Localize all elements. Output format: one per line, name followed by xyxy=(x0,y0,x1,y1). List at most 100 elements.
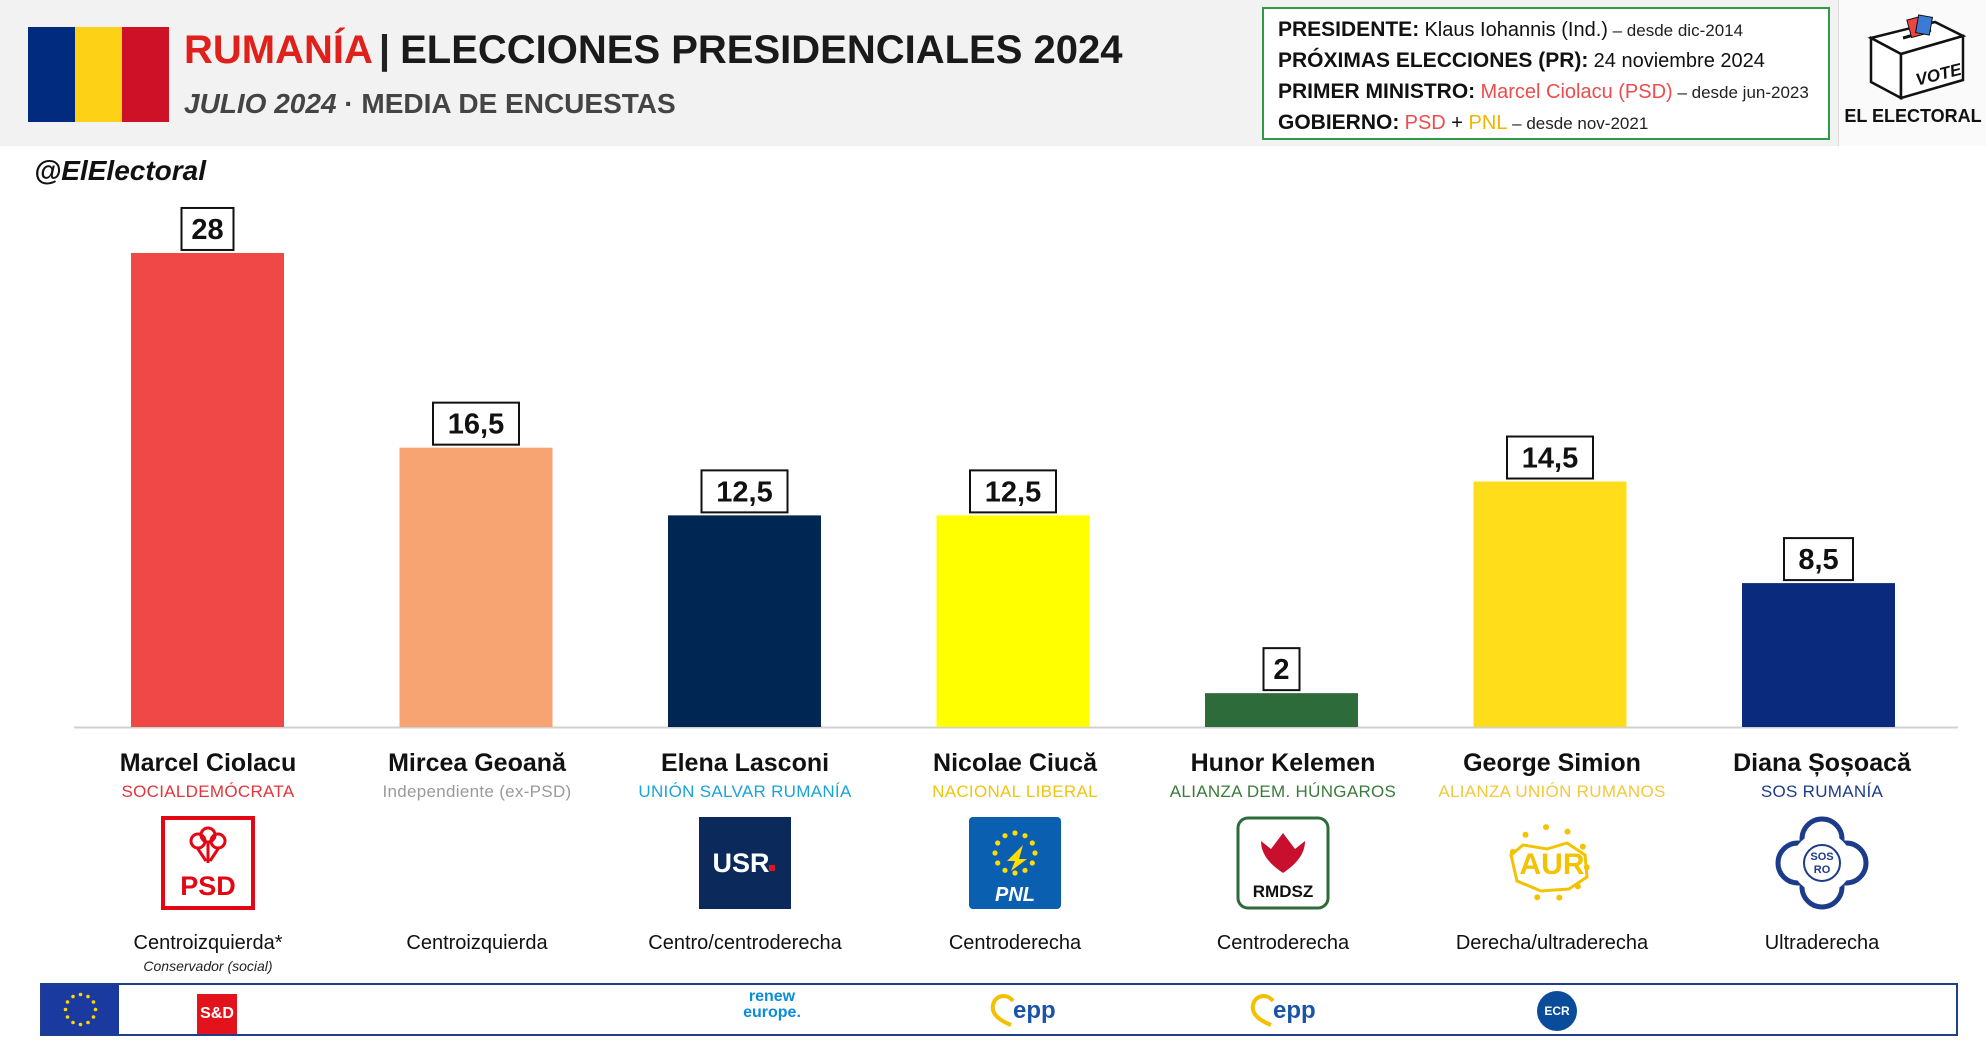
ballot-box-icon: VOTE xyxy=(1867,14,1967,101)
bar-4 xyxy=(1205,693,1358,727)
info-gov-label: GOBIERNO: xyxy=(1278,111,1400,134)
title-rest: ELECCIONES PRESIDENCIALES 2024 xyxy=(400,28,1123,72)
subtitle-date: JULIO 2024 xyxy=(184,88,337,119)
renew-line1: renew xyxy=(748,988,796,1005)
bar-0 xyxy=(131,252,284,727)
twitter-handle: @ElElectoral xyxy=(34,155,207,186)
eu-star xyxy=(65,1015,70,1019)
epp-logo: epp xyxy=(987,991,1077,1029)
candidate-name: Mircea Geoană xyxy=(388,749,566,777)
bar-1 xyxy=(399,447,553,727)
candidate-ideology: Ultraderecha xyxy=(1764,932,1880,954)
epp-text: epp xyxy=(1013,997,1056,1024)
eu-star xyxy=(93,1007,98,1012)
eu-star xyxy=(78,1022,83,1027)
bar-3 xyxy=(936,515,1090,727)
info-president-value: Klaus Iohannis (Ind.) xyxy=(1424,19,1608,41)
page-subtitle: JULIO 2024 · MEDIA DE ENCUESTAS xyxy=(184,88,676,120)
candidate-name: Diana Șoșoacă xyxy=(1733,749,1911,777)
romania-flag-icon xyxy=(28,27,169,122)
flag-stripe-blue xyxy=(28,27,75,122)
eu-stars-icon xyxy=(63,992,98,1027)
candidate-name: Hunor Kelemen xyxy=(1190,749,1376,777)
eu-star xyxy=(63,1007,68,1012)
candidate-party: ALIANZA DEM. HÚNGAROS xyxy=(1169,782,1397,801)
svg-text:AUR: AUR xyxy=(1520,848,1585,881)
value-label-box-0 xyxy=(180,206,235,251)
candidate-ideology: Centroizquierda xyxy=(406,932,548,954)
candidate-ideology: Centroderecha xyxy=(948,932,1082,954)
value-label-box-5 xyxy=(1506,435,1594,480)
flag-stripe-yellow xyxy=(75,27,122,122)
info-pm-since: – desde jun-2023 xyxy=(1672,83,1809,102)
info-president-since: – desde dic-2014 xyxy=(1607,21,1744,40)
svg-text:RO: RO xyxy=(1814,864,1831,876)
value-label-5: 14,5 xyxy=(1522,443,1578,475)
subtitle-separator: · xyxy=(336,88,362,119)
eu-star xyxy=(91,1015,96,1019)
candidate-party: NACIONAL LIBERAL xyxy=(932,782,1098,801)
eu-star xyxy=(86,994,90,999)
psd-rose-icon: PSD xyxy=(160,815,256,911)
svg-text:PSD: PSD xyxy=(180,871,236,901)
flag-stripe-red xyxy=(122,27,169,122)
info-gov-row: GOBIERNO: PSD + PNL – desde nov-2021 xyxy=(1278,108,1816,139)
el-electoral-logo: VOTE EL ELECTORAL xyxy=(1838,0,1986,146)
candidate-note: Conservador (social) xyxy=(143,958,273,974)
value-label-box-4 xyxy=(1262,647,1301,692)
value-label-2: 12,5 xyxy=(716,476,772,508)
eu-star xyxy=(78,992,83,997)
page-title: RUMANÍA | ELECCIONES PRESIDENCIALES 2024 xyxy=(184,28,1123,73)
title-separator: | xyxy=(378,28,391,72)
info-pm-row: PRIMER MINISTRO: Marcel Ciolacu (PSD) – … xyxy=(1278,77,1816,108)
eu-star xyxy=(71,994,75,999)
info-next-value: 24 noviembre 2024 xyxy=(1593,50,1765,72)
bar-5 xyxy=(1473,481,1627,727)
sos-ro-icon: SOS RO xyxy=(1774,815,1870,911)
usr-icon: USR xyxy=(697,815,793,911)
candidate-name: Nicolae Ciucă xyxy=(933,749,1097,777)
candidate-party: SOS RUMANÍA xyxy=(1760,782,1884,801)
svg-text:RMDSZ: RMDSZ xyxy=(1253,882,1313,901)
epp-logo-2: epp xyxy=(1247,991,1337,1029)
value-label-4: 2 xyxy=(1273,654,1289,686)
value-label-6: 8,5 xyxy=(1798,544,1838,576)
subtitle-rest: MEDIA DE ENCUESTAS xyxy=(361,88,676,119)
value-label-box-3 xyxy=(969,469,1057,514)
bar-2 xyxy=(668,515,821,727)
value-label-1: 16,5 xyxy=(448,409,504,441)
sd-logo: S&D xyxy=(197,994,237,1034)
renew-europe-logo: renew europe. xyxy=(712,989,832,1021)
brand-name: EL ELECTORAL xyxy=(1844,106,1982,126)
bar-6 xyxy=(1742,583,1895,727)
candidate-name: George Simion xyxy=(1463,749,1641,777)
candidate-party: Independiente (ex-PSD) xyxy=(382,782,572,801)
info-gov-party1: PSD xyxy=(1404,112,1446,134)
info-gov-since: – desde nov-2021 xyxy=(1507,114,1649,133)
candidate-ideology: Centroderecha xyxy=(1216,932,1350,954)
info-pm-value: Marcel Ciolacu (PSD) xyxy=(1480,81,1673,103)
candidate-party: ALIANZA UNIÓN RUMANOS xyxy=(1438,782,1666,801)
value-label-box-1 xyxy=(432,401,520,446)
candidate-ideology: Centro/centroderecha xyxy=(648,932,842,954)
info-gov-party2: PNL xyxy=(1468,112,1508,134)
eu-flag-icon xyxy=(42,985,119,1034)
candidate-ideology: Derecha/ultraderecha xyxy=(1455,932,1649,954)
info-gov-plus: + xyxy=(1445,112,1469,134)
epp-heart-icon xyxy=(1250,994,1275,1027)
value-label-3: 12,5 xyxy=(985,476,1041,508)
candidate-ideology: Centroizquierda* xyxy=(133,932,283,954)
title-country: RUMANÍA xyxy=(184,28,373,72)
eu-groups-footer: S&D renew europe. epp epp ECR xyxy=(40,983,1958,1036)
eu-star xyxy=(71,1020,75,1025)
pnl-icon: PNL xyxy=(967,815,1063,911)
info-president-row: PRESIDENTE: Klaus Iohannis (Ind.) – desd… xyxy=(1278,15,1816,46)
aur-icon: AUR xyxy=(1497,815,1607,911)
epp-heart-icon xyxy=(990,994,1015,1027)
candidate-name: Elena Lasconi xyxy=(660,749,830,777)
info-box: PRESIDENTE: Klaus Iohannis (Ind.) – desd… xyxy=(1262,7,1830,140)
ecr-logo: ECR xyxy=(1537,991,1577,1031)
eu-star xyxy=(91,1000,96,1004)
value-label-box-6 xyxy=(1783,537,1854,582)
